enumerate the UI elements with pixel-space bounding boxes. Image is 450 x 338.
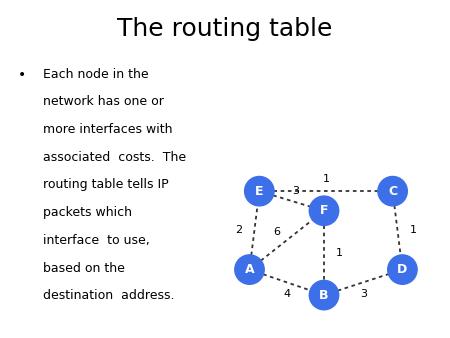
Text: A: A — [245, 263, 254, 276]
Text: packets which: packets which — [43, 206, 132, 219]
Text: Each node in the: Each node in the — [43, 68, 148, 80]
Text: routing table tells IP: routing table tells IP — [43, 178, 168, 191]
Circle shape — [235, 255, 264, 284]
Text: 1: 1 — [410, 225, 417, 235]
Text: B: B — [319, 289, 329, 301]
Text: F: F — [320, 204, 328, 217]
Text: more interfaces with: more interfaces with — [43, 123, 172, 136]
Circle shape — [245, 176, 274, 206]
Text: 3: 3 — [292, 186, 299, 196]
Text: network has one or: network has one or — [43, 95, 164, 108]
Text: •: • — [18, 68, 26, 81]
Text: 6: 6 — [274, 227, 280, 237]
Text: interface  to use,: interface to use, — [43, 234, 149, 247]
Text: D: D — [397, 263, 408, 276]
Text: 1: 1 — [323, 174, 329, 185]
Text: based on the: based on the — [43, 262, 125, 274]
Text: The routing table: The routing table — [117, 17, 333, 41]
Text: associated  costs.  The: associated costs. The — [43, 151, 186, 164]
Circle shape — [309, 281, 339, 310]
Text: destination  address.: destination address. — [43, 289, 174, 302]
Circle shape — [388, 255, 417, 284]
Circle shape — [309, 196, 339, 225]
Text: 1: 1 — [336, 248, 343, 258]
Text: 3: 3 — [360, 289, 367, 299]
Text: C: C — [388, 185, 397, 198]
Text: E: E — [255, 185, 264, 198]
Text: 4: 4 — [283, 289, 290, 299]
Text: 2: 2 — [235, 225, 242, 235]
Circle shape — [378, 176, 407, 206]
